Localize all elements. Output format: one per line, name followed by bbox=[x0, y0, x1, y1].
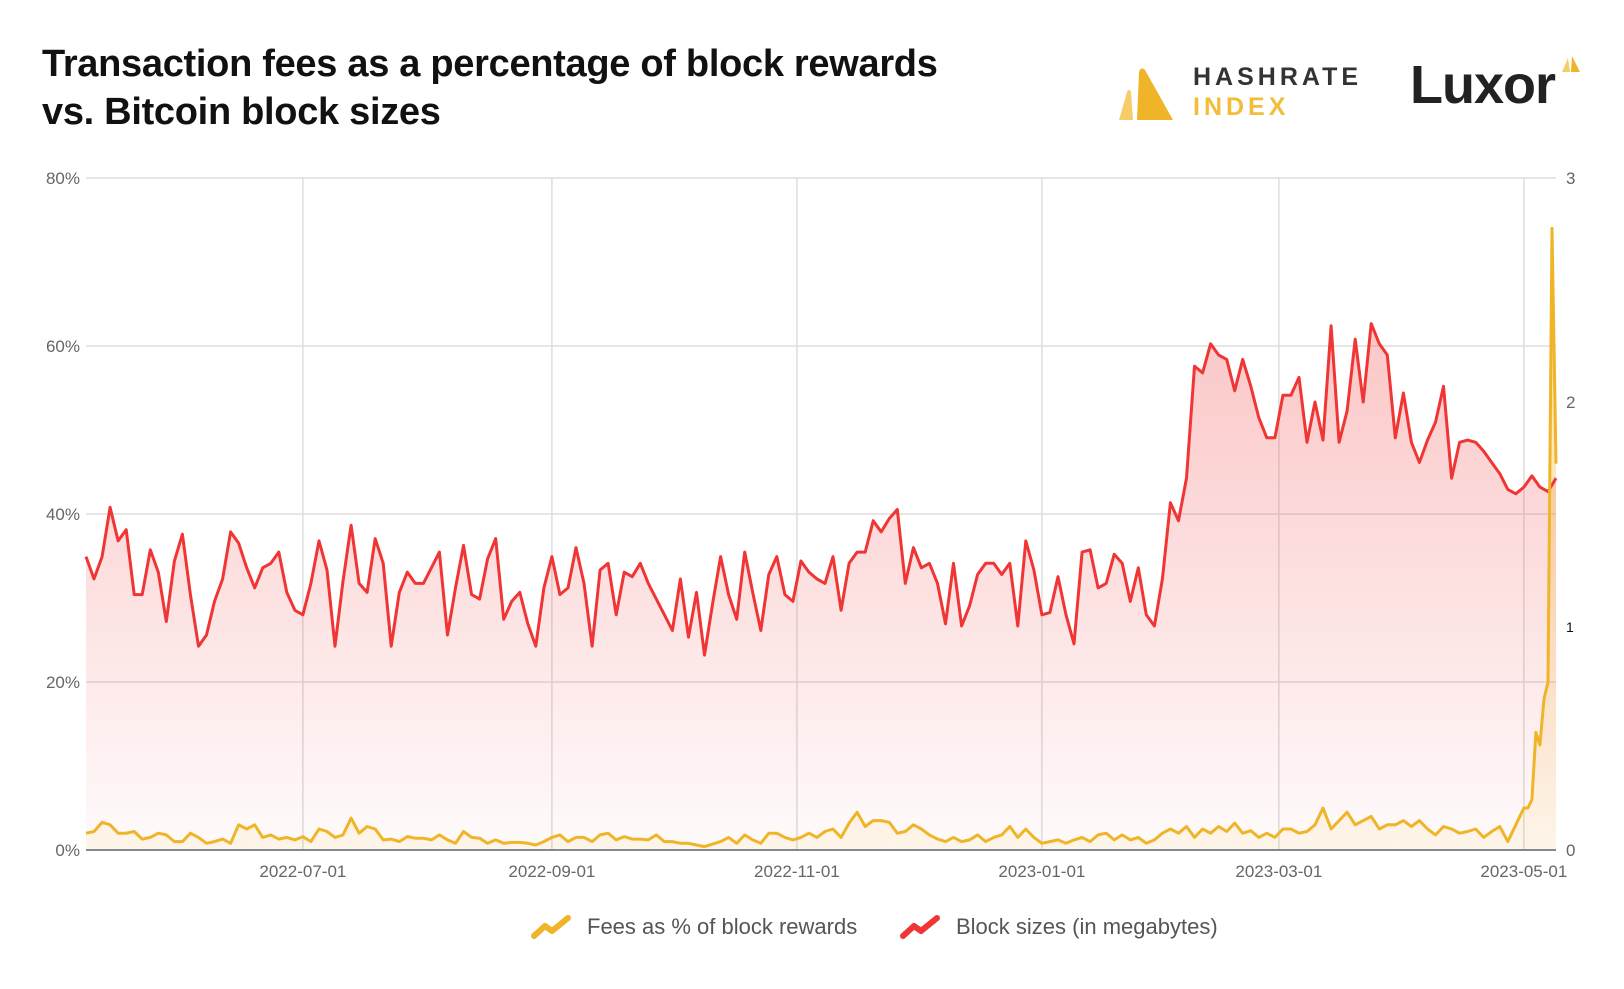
x-tick-label: 2023-01-01 bbox=[998, 862, 1085, 881]
chart-title-line1: Transaction fees as a percentage of bloc… bbox=[42, 43, 938, 85]
x-tick-label: 2023-03-01 bbox=[1235, 862, 1322, 881]
y-left-tick-label: 0% bbox=[55, 841, 80, 860]
y-right-tick-label: 2 bbox=[1566, 393, 1575, 412]
series-lines bbox=[84, 226, 1558, 849]
axes: 0% 20% 40% 60% 80% 0 1 2 3 2022-07-01 2022-09-01 20… bbox=[46, 169, 1576, 881]
fees-line bbox=[85, 226, 1558, 849]
luxor-logo: Luxor bbox=[1410, 54, 1580, 116]
hashrate-index-logo: HASHRATE INDEX bbox=[1115, 62, 1358, 124]
luxor-text: Luxor bbox=[1410, 55, 1556, 115]
x-tick-label: 2022-09-01 bbox=[508, 862, 595, 881]
chart-title-line2: vs. Bitcoin block sizes bbox=[42, 91, 441, 133]
y-left-tick-label: 20% bbox=[46, 673, 80, 692]
block-sizes-line bbox=[84, 322, 1558, 657]
series-areas bbox=[86, 228, 1556, 851]
legend-item-block-sizes[interactable]: Block sizes (in megabytes) bbox=[900, 914, 1218, 940]
y-right-tick-label: 3 bbox=[1566, 169, 1575, 188]
chart-title: Transaction fees as a percentage of bloc… bbox=[42, 40, 938, 136]
legend-item-fees[interactable]: Fees as % of block rewards bbox=[531, 914, 857, 940]
y-left-tick-label: 80% bbox=[46, 169, 80, 188]
legend: Fees as % of block rewards Block sizes (… bbox=[0, 914, 1624, 954]
y-right-tick-label: 1 bbox=[1566, 619, 1574, 635]
x-tick-label: 2022-07-01 bbox=[259, 862, 346, 881]
y-left-tick-label: 60% bbox=[46, 337, 80, 356]
luxor-mark-icon bbox=[1562, 56, 1580, 72]
y-right-tick-label: 0 bbox=[1566, 841, 1575, 860]
hashrate-index-icon bbox=[1119, 68, 1173, 120]
block-sizes-line-icon bbox=[900, 915, 940, 939]
legend-label-fees: Fees as % of block rewards bbox=[587, 914, 858, 939]
y-left-tick-label: 40% bbox=[46, 505, 80, 524]
x-tick-label: 2022-11-01 bbox=[754, 862, 840, 881]
hashrate-text: HASHRATE bbox=[1193, 63, 1363, 91]
fees-line-icon bbox=[531, 915, 571, 939]
index-text: INDEX bbox=[1193, 93, 1290, 121]
legend-label-block-sizes: Block sizes (in megabytes) bbox=[956, 914, 1218, 939]
x-tick-label: 2023-05-01 bbox=[1480, 862, 1567, 881]
